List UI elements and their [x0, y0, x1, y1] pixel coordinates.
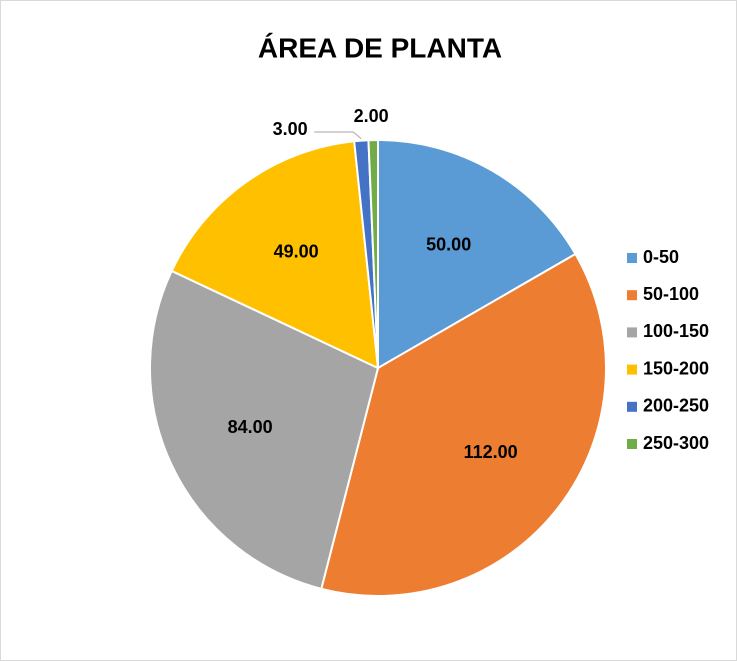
- legend-swatch: [627, 364, 637, 375]
- legend-swatch: [627, 253, 637, 263]
- legend-label: 0-50: [643, 247, 679, 267]
- legend-label: 250-300: [643, 433, 709, 453]
- legend-swatch: [627, 401, 637, 412]
- legend-swatch: [627, 290, 637, 301]
- pie-slice: [148, 269, 380, 591]
- data-label: 84.00: [228, 417, 273, 437]
- data-label: 3.00: [273, 119, 308, 139]
- pie-slice: [170, 140, 380, 370]
- data-label: 112.00: [464, 442, 518, 462]
- legend-label: 200-250: [643, 396, 709, 416]
- pie-slice: [377, 138, 577, 370]
- legend-swatch: [627, 439, 637, 449]
- data-label: 49.00: [274, 242, 319, 262]
- pie-slice: [320, 252, 607, 597]
- legend-label: 50-100: [643, 284, 699, 304]
- leader-line: [314, 131, 362, 140]
- chart-title: ÁREA DE PLANTA: [258, 32, 502, 63]
- pie-slice: [367, 138, 379, 369]
- data-label: 2.00: [354, 106, 389, 126]
- legend-label: 150-200: [643, 358, 709, 378]
- legend-label: 100-150: [643, 321, 709, 341]
- legend-swatch: [627, 327, 637, 338]
- data-label: 50.00: [426, 234, 471, 254]
